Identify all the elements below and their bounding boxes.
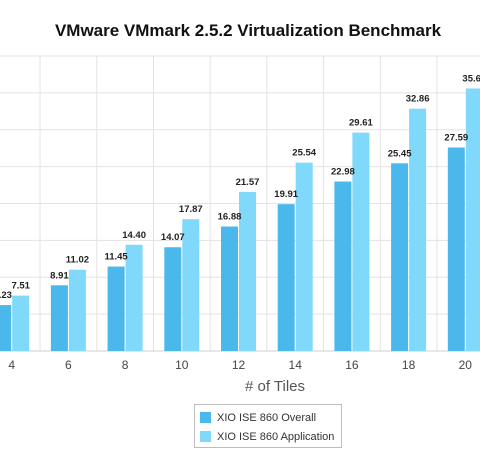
data-label-overall-20: 27.59	[444, 133, 468, 144]
data-label-overall-8: 11.45	[104, 252, 128, 263]
data-label-overall-10: 14.07	[161, 232, 185, 243]
chart-legend: XIO ISE 860 Overall XIO ISE 860 Applicat…	[194, 404, 342, 448]
x-tick-8: 8	[122, 358, 129, 372]
x-tick-10: 10	[175, 358, 189, 372]
bar-overall-6	[50, 285, 68, 351]
bar-overall-8	[107, 266, 125, 351]
bar-application-18	[409, 108, 427, 351]
data-label-application-16: 29.61	[349, 118, 373, 129]
data-label-application-14: 25.54	[292, 148, 316, 159]
x-tick-6: 6	[65, 358, 72, 372]
x-tick-14: 14	[289, 358, 303, 372]
legend-label-application: XIO ISE 860 Application	[217, 430, 335, 443]
data-label-overall-6: 8.91	[50, 270, 69, 281]
bar-application-8	[125, 244, 143, 351]
bar-overall-4	[0, 305, 12, 351]
bar-overall-18	[391, 163, 409, 351]
bar-application-14	[295, 162, 313, 351]
bar-overall-12	[221, 226, 238, 351]
x-tick-12: 12	[232, 358, 246, 372]
data-labels: 3.624.006.237.518.9111.0211.4514.4014.07…	[0, 73, 480, 301]
x-tick-20: 20	[459, 358, 473, 372]
bar-application-4	[12, 295, 30, 351]
x-tick-18: 18	[402, 358, 416, 372]
data-label-overall-4: 6.23	[0, 290, 12, 301]
data-label-application-4: 7.51	[11, 281, 30, 292]
chart-bars	[0, 88, 480, 351]
data-label-overall-18: 25.45	[388, 148, 412, 159]
legend-swatch-application	[200, 431, 211, 442]
data-label-overall-16: 22.98	[331, 167, 355, 178]
x-tick-labels: 2468101214161820	[8, 358, 473, 372]
bar-overall-16	[334, 181, 352, 351]
data-label-overall-12: 16.88	[218, 212, 242, 223]
bar-application-16	[352, 132, 370, 351]
data-label-application-18: 32.86	[406, 94, 430, 105]
legend-item-overall: XIO ISE 860 Overall	[200, 408, 336, 427]
data-label-application-10: 17.87	[179, 204, 203, 215]
bar-application-12	[239, 191, 256, 351]
legend-label-overall: XIO ISE 860 Overall	[217, 411, 317, 424]
bar-overall-10	[164, 247, 182, 351]
bar-application-10	[182, 219, 200, 351]
bar-application-6	[68, 269, 86, 351]
chart-title: VMware VMmark 2.5.2 Virtualization Bench…	[55, 21, 442, 40]
bar-overall-20	[447, 147, 465, 351]
data-label-overall-14: 19.91	[274, 189, 298, 200]
bar-overall-14	[277, 204, 295, 351]
x-tick-16: 16	[345, 358, 359, 372]
bar-application-20	[465, 88, 480, 351]
data-label-application-20: 35.60	[462, 73, 480, 84]
x-axis-label: # of Tiles	[245, 378, 305, 395]
data-label-application-12: 21.57	[236, 177, 260, 188]
data-label-application-8: 14.40	[122, 230, 146, 241]
legend-swatch-overall	[200, 412, 211, 423]
x-tick-4: 4	[8, 358, 15, 372]
legend-item-application: XIO ISE 860 Application	[200, 427, 336, 446]
data-label-application-6: 11.02	[66, 255, 89, 266]
